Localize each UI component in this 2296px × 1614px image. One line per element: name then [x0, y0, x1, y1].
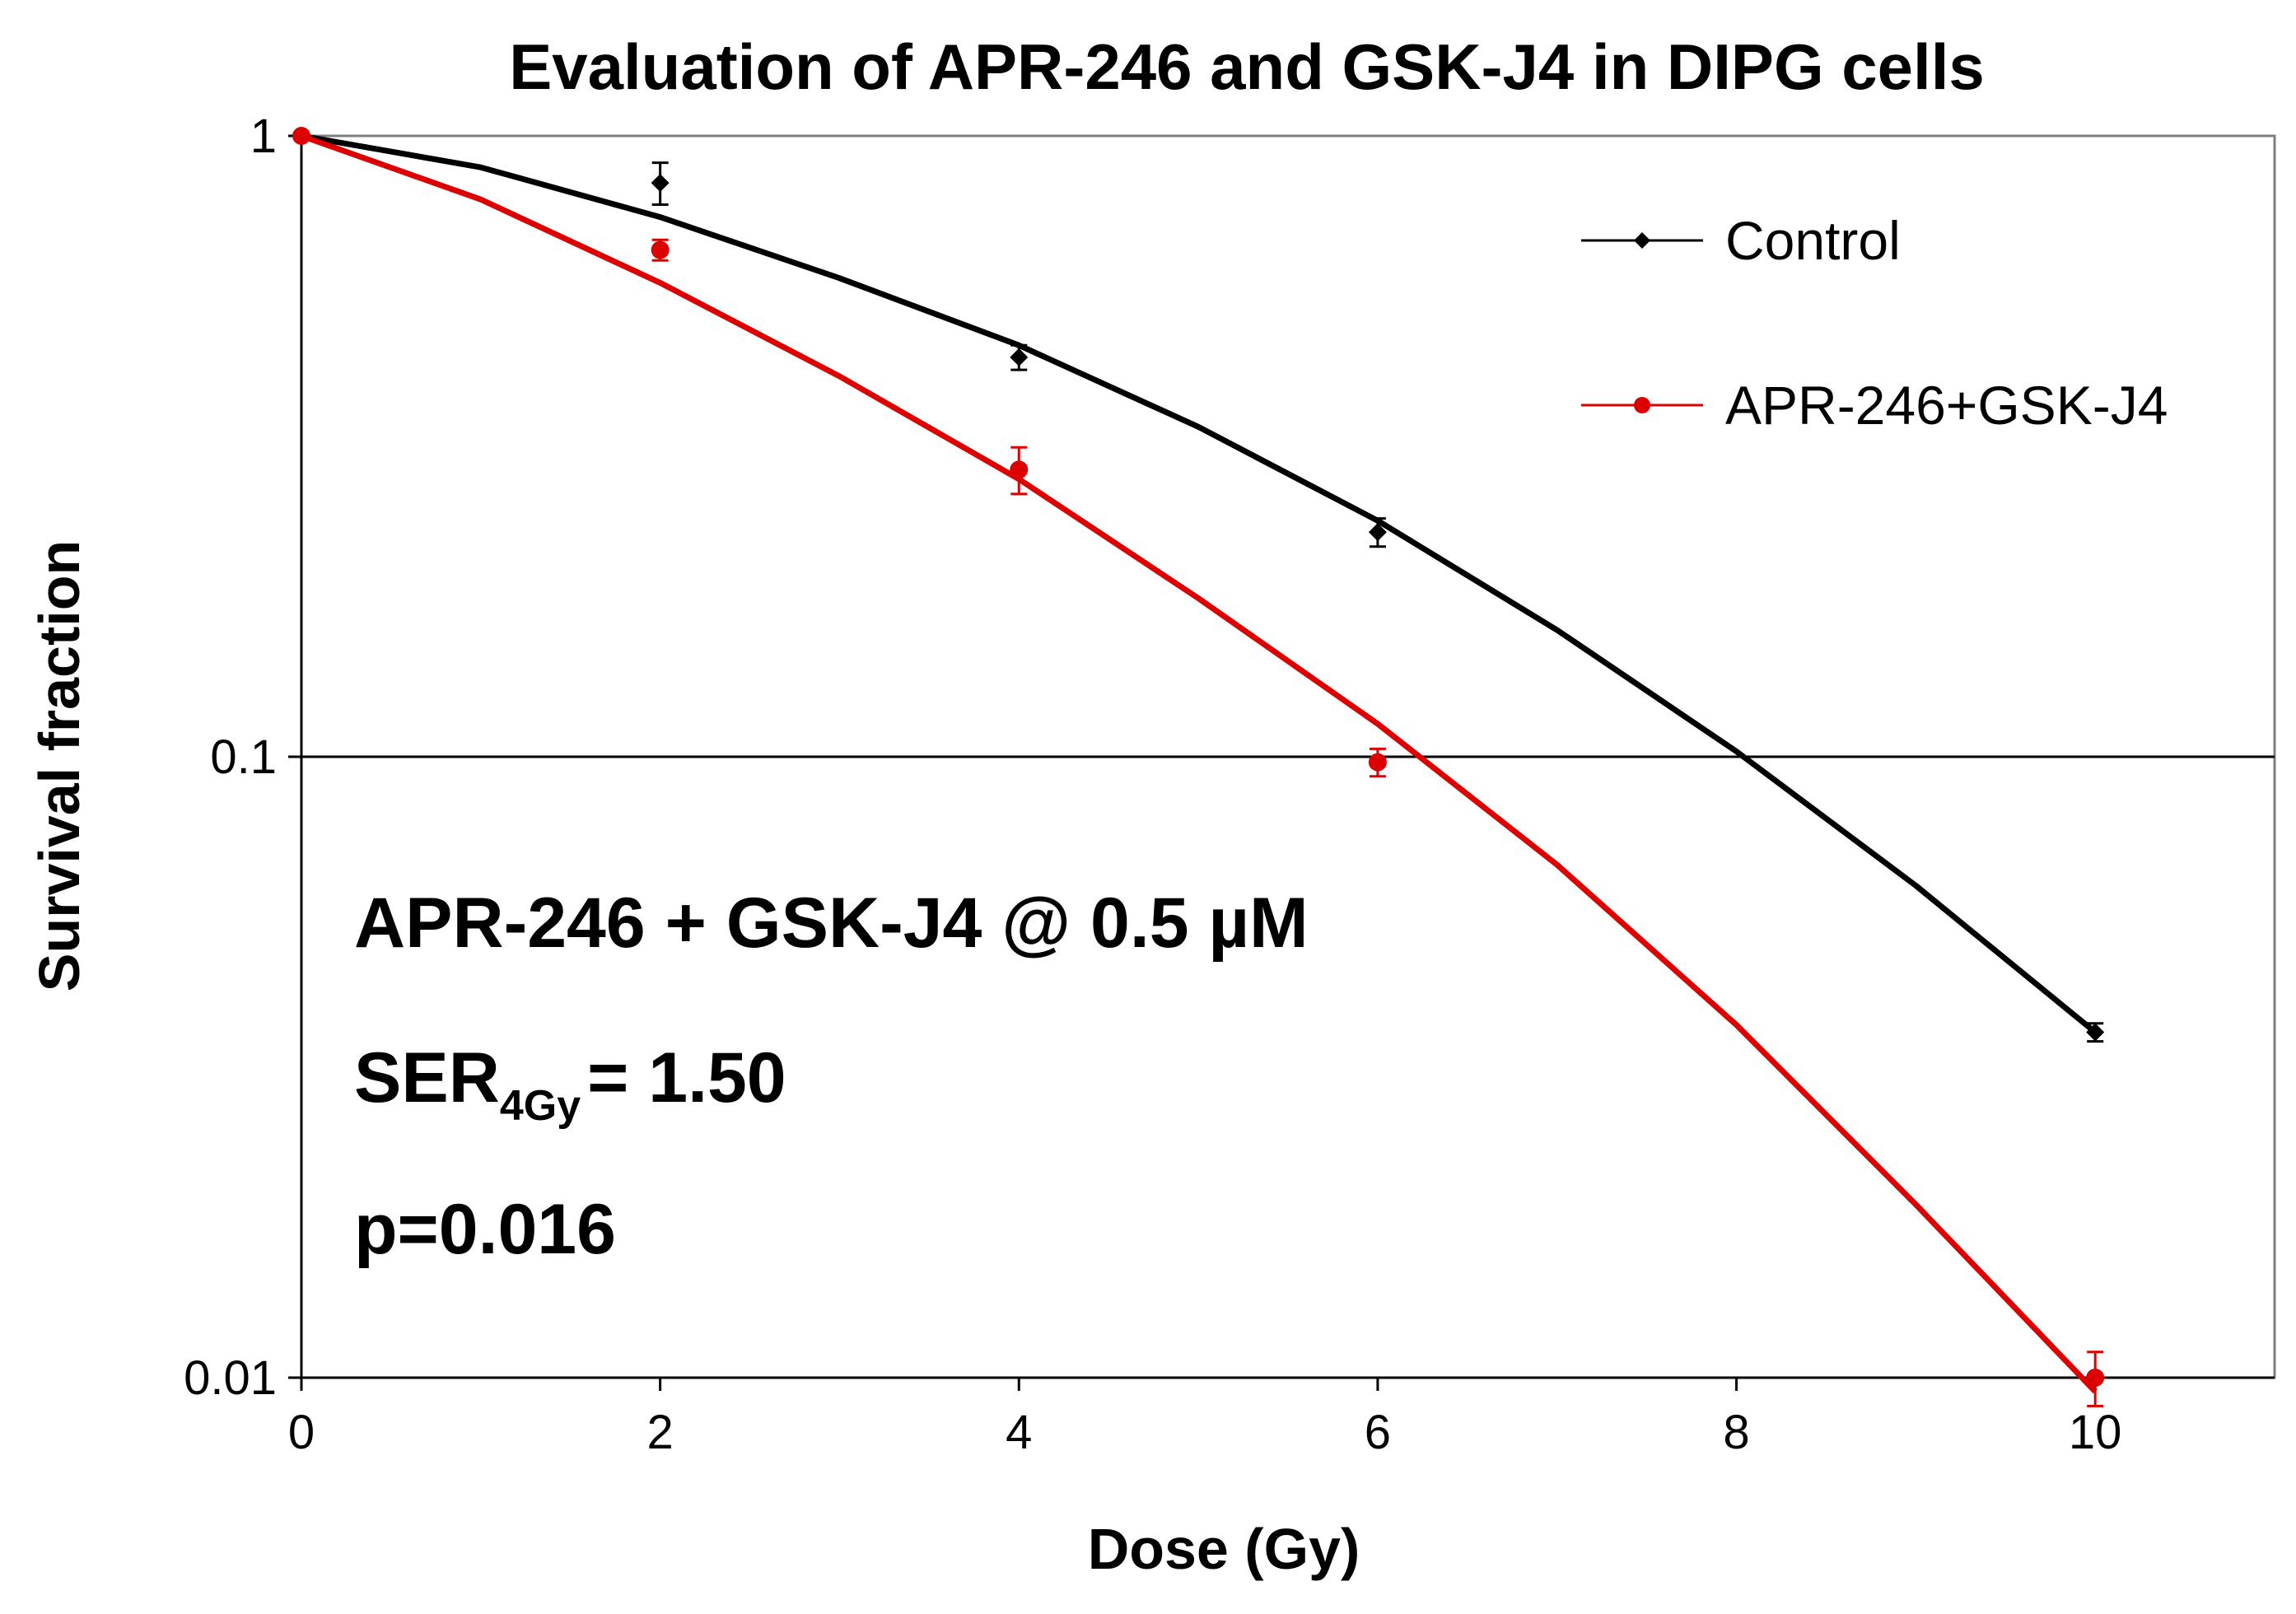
data-point-control [651, 174, 670, 193]
legend-marker-control [1634, 232, 1650, 249]
fit-line-control [301, 133, 2098, 1035]
x-tick-label: 0 [288, 1406, 315, 1459]
data-point-control [2086, 1023, 2105, 1042]
annotation-ser: SER4Gy= 1.50 [354, 1038, 786, 1130]
x-tick-label: 8 [1723, 1406, 1749, 1459]
y-tick-label: 0.01 [184, 1351, 277, 1405]
legend: Control APR-246+GSK-J4 [1581, 210, 2168, 436]
annotations: APR-246 + GSK-J4 @ 0.5 µM SER4Gy= 1.50 p… [354, 884, 1309, 1269]
fit-line-combination [300, 133, 2098, 1394]
data-point-combination [2086, 1369, 2105, 1387]
annotation-ser-subscript: 4Gy [500, 1082, 581, 1130]
points-layer [292, 127, 2105, 1408]
x-tick-label: 10 [2069, 1406, 2122, 1459]
annotation-p-value: p=0.016 [354, 1190, 616, 1269]
x-axis-label: Dose (Gy) [1088, 1517, 1360, 1581]
data-point-combination [292, 127, 310, 145]
legend-label-control: Control [1725, 210, 1901, 271]
data-point-combination [1010, 460, 1029, 479]
x-tick-label: 6 [1365, 1406, 1391, 1459]
data-point-control [1368, 523, 1387, 542]
x-tick-label: 4 [1006, 1406, 1032, 1459]
y-tick-label: 1 [250, 110, 277, 163]
data-point-combination [651, 240, 670, 259]
annotation-condition: APR-246 + GSK-J4 @ 0.5 µM [354, 884, 1309, 963]
fit-layer [300, 133, 2098, 1394]
data-point-control [1010, 348, 1029, 366]
legend-label-combination: APR-246+GSK-J4 [1725, 375, 2168, 436]
annotation-ser-value: = 1.50 [587, 1038, 786, 1117]
y-tick-label: 0.1 [210, 730, 277, 784]
axis-layer: 0 2 4 6 8 10 1 0.1 0.01 [184, 110, 2275, 1459]
data-point-combination [1368, 753, 1387, 772]
legend-marker-combination [1634, 397, 1650, 413]
y-axis-label: Survival fraction [27, 540, 91, 992]
x-tick-label: 2 [647, 1406, 674, 1459]
annotation-ser-label: SER [354, 1038, 500, 1117]
chart-title: Evaluation of APR-246 and GSK-J4 in DIPG… [509, 30, 1985, 103]
